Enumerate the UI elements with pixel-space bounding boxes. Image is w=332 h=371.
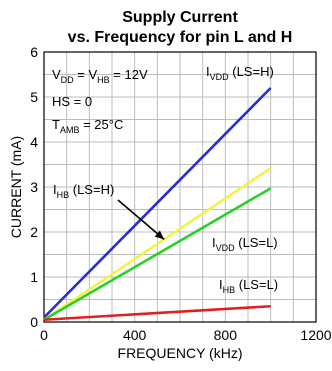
y-tick-label: 1: [30, 269, 38, 285]
y-tick-label: 0: [30, 314, 38, 330]
series-line-i-vdd-ls-h: [43, 87, 272, 319]
x-tick-label: 0: [40, 327, 48, 343]
x-tick-label: 1200: [300, 327, 331, 343]
x-tick-label: 800: [214, 327, 238, 343]
y-tick-label: 2: [30, 224, 38, 240]
annotation-arrow-head: [154, 230, 165, 240]
condition-supply-voltage: VDD = VHB = 12V: [52, 67, 148, 85]
tick-labels: 0 400 800 1200 0 1 2 3 4 5 6: [30, 44, 332, 343]
annotation-i-vdd-ls-h: IVDD (LS=H): [206, 64, 274, 82]
chart-title: Supply Current: [122, 9, 238, 26]
series-annotations: IVDD (LS=H) IHB (LS=H) IVDD (LS=L) IHB (LS=…: [53, 64, 278, 295]
condition-hs: HS = 0: [52, 94, 92, 109]
y-tick-label: 5: [30, 89, 38, 105]
y-axis-label: CURRENT (mA): [8, 136, 24, 238]
condition-ambient-temp: TAMB = 25°C: [52, 117, 123, 135]
y-tick-label: 4: [30, 134, 38, 150]
series-line-i-hb-ls-h: [43, 167, 272, 321]
series-line-i-hb-ls-l: [43, 304, 271, 322]
y-tick-label: 6: [30, 44, 38, 60]
grid: [44, 52, 316, 322]
plot-frame: [43, 51, 317, 323]
series-lines: [43, 87, 272, 322]
series-line-i-vdd-ls-l: [43, 187, 272, 321]
x-axis-label: FREQUENCY (kHz): [118, 345, 243, 361]
annotation-arrow-line: [117, 199, 165, 240]
chart-subtitle: vs. Frequency for pin L and H: [68, 29, 293, 46]
annotation-i-vdd-ls-l: IVDD (LS=L): [212, 235, 278, 253]
annotation-i-hb-ls-l: IHB (LS=L): [219, 277, 278, 295]
y-tick-label: 3: [30, 179, 38, 195]
annotation-i-hb-ls-h: IHB (LS=H): [53, 182, 114, 200]
x-tick-label: 400: [123, 327, 147, 343]
